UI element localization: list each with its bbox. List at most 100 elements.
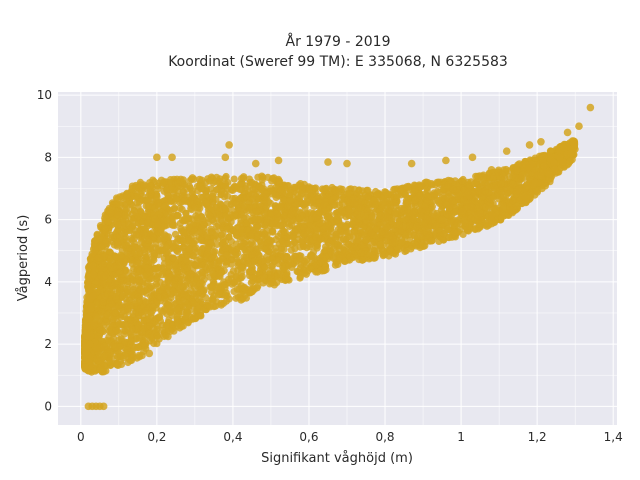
data-point: [106, 255, 114, 263]
data-point: [246, 267, 254, 275]
data-point: [566, 157, 574, 165]
data-point: [203, 250, 211, 258]
data-point: [524, 170, 533, 178]
data-point: [182, 271, 191, 279]
data-point: [242, 219, 250, 227]
data-point: [287, 217, 295, 225]
data-point: [107, 350, 115, 358]
data-point: [93, 344, 101, 352]
data-point: [266, 280, 274, 288]
data-point: [115, 336, 123, 344]
data-point: [312, 184, 320, 192]
data-point: [104, 218, 112, 226]
data-point: [165, 179, 173, 187]
data-point: [123, 191, 131, 199]
data-point: [165, 316, 173, 324]
chart-title-line-2: Koordinat (Sweref 99 TM): E 335068, N 63…: [168, 54, 508, 70]
data-point: [372, 187, 380, 196]
data-point: [298, 237, 306, 245]
data-point: [268, 262, 276, 270]
data-point: [135, 277, 143, 285]
data-point: [144, 236, 152, 244]
data-point: [115, 211, 123, 219]
data-point: [368, 213, 376, 221]
data-point: [313, 225, 321, 234]
data-point: [252, 208, 260, 216]
data-point: [300, 230, 308, 238]
data-point: [284, 202, 292, 210]
data-point: [229, 267, 237, 275]
data-point: [222, 260, 230, 268]
data-point: [148, 282, 156, 290]
data-point: [362, 236, 370, 244]
data-point: [472, 172, 480, 180]
data-point: [123, 238, 132, 246]
data-point: [313, 244, 321, 252]
data-point: [448, 197, 456, 205]
data-point: [269, 228, 277, 236]
data-point: [502, 165, 510, 174]
data-point: [358, 256, 367, 264]
data-point: [364, 193, 372, 201]
data-point: [177, 276, 185, 284]
data-point: [96, 286, 104, 294]
data-point: [445, 234, 453, 242]
data-point: [475, 203, 483, 212]
data-point: [485, 202, 493, 210]
data-point: [458, 177, 466, 185]
data-point: [130, 243, 138, 251]
data-point: [241, 284, 249, 293]
data-point: [202, 199, 210, 207]
data-point: [98, 243, 106, 251]
data-point: [196, 175, 204, 183]
data-point: [250, 215, 259, 223]
data-point: [228, 247, 236, 255]
point-cloud: [81, 137, 579, 376]
data-point: [159, 283, 168, 291]
data-point: [491, 184, 499, 192]
data-point: [132, 184, 140, 192]
data-point: [236, 194, 244, 202]
data-point: [85, 315, 93, 323]
data-point: [170, 254, 178, 262]
data-point: [167, 208, 175, 216]
data-point: [179, 188, 187, 196]
data-point: [556, 164, 564, 173]
data-point: [245, 204, 253, 212]
data-point: [321, 246, 330, 254]
data-point: [258, 176, 266, 184]
data-point: [92, 312, 100, 320]
data-point: [291, 245, 299, 253]
data-point: [267, 184, 275, 192]
data-point: [362, 218, 370, 226]
data-point: [345, 205, 353, 214]
data-point: [171, 281, 179, 289]
data-point: [269, 190, 277, 198]
data-point: [428, 237, 436, 245]
data-point: [360, 243, 368, 251]
data-point: [191, 203, 199, 211]
data-point: [475, 220, 483, 228]
data-point: [478, 193, 486, 201]
data-point: [266, 199, 274, 207]
data-point: [200, 220, 208, 228]
data-point: [376, 221, 384, 229]
data-point: [295, 252, 303, 260]
data-point: [186, 199, 194, 207]
data-point: [348, 220, 356, 228]
data-point: [95, 357, 103, 365]
data-point: [247, 239, 255, 247]
data-point: [225, 295, 233, 303]
data-point: [155, 210, 163, 219]
data-point: [132, 231, 140, 239]
data-point: [240, 173, 248, 181]
data-point: [497, 180, 505, 188]
data-point: [407, 245, 415, 253]
data-point: [153, 193, 161, 201]
data-point: [357, 229, 365, 237]
data-point: [531, 154, 539, 162]
data-point: [223, 251, 231, 259]
data-point: [286, 197, 295, 205]
data-point: [153, 275, 161, 283]
